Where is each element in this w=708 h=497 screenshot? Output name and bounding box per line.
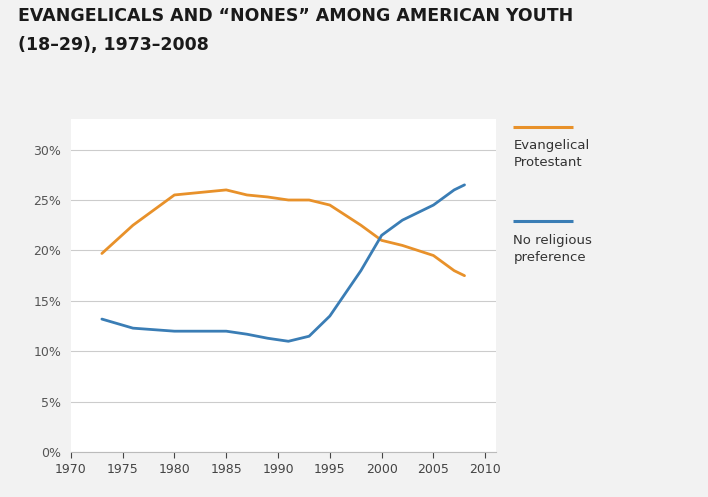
Text: EVANGELICALS AND “NONES” AMONG AMERICAN YOUTH: EVANGELICALS AND “NONES” AMONG AMERICAN … [18, 7, 573, 25]
Text: Evangelical
Protestant: Evangelical Protestant [513, 139, 590, 169]
Text: (18–29), 1973–2008: (18–29), 1973–2008 [18, 36, 209, 54]
Text: No religious
preference: No religious preference [513, 234, 592, 263]
